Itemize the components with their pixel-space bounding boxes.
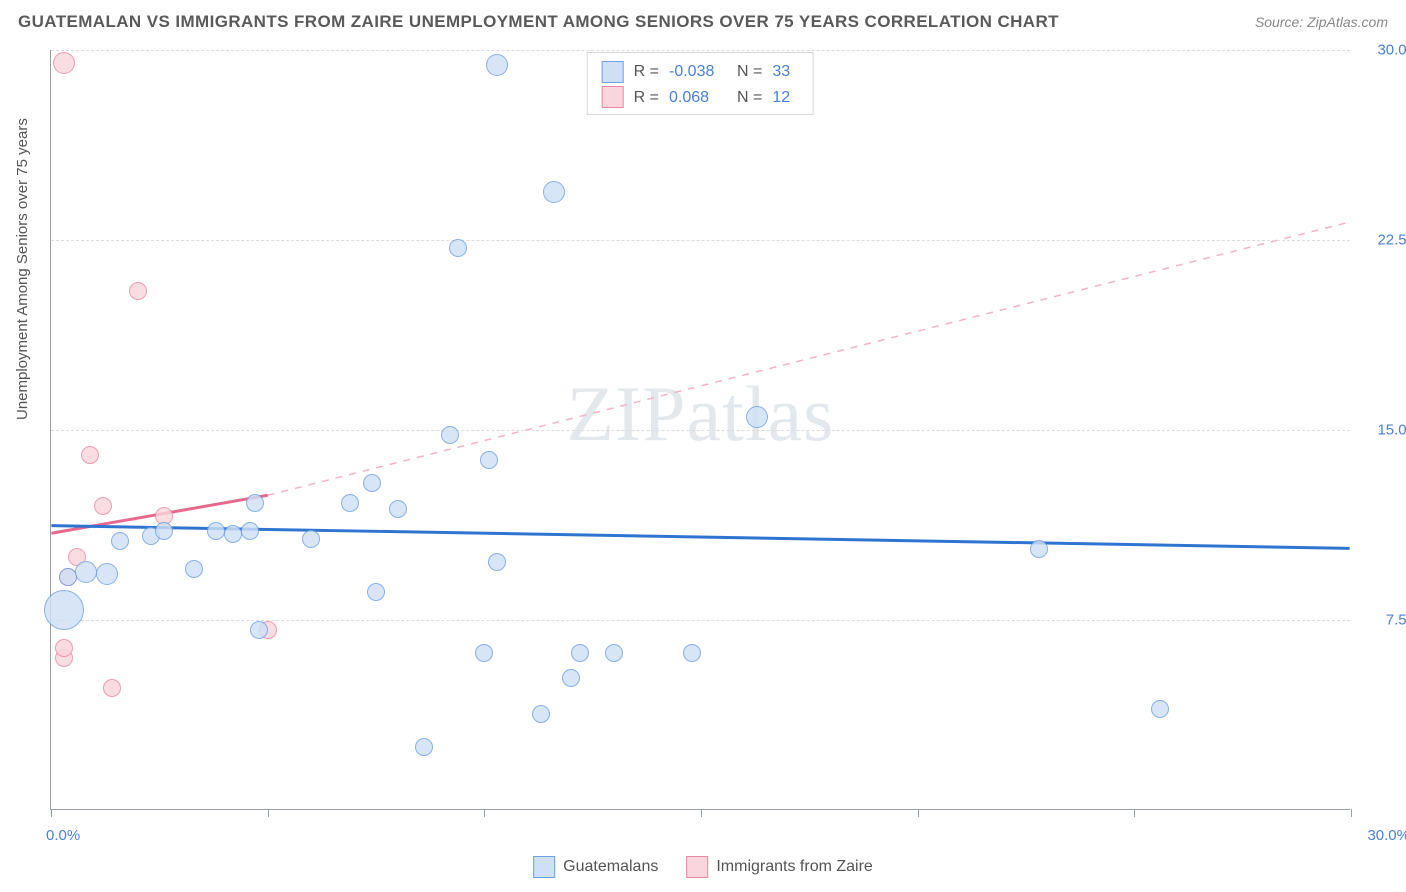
guatemalans-point	[250, 621, 268, 639]
x-tick	[918, 809, 919, 817]
n-label: N =	[737, 59, 762, 85]
r-label: R =	[634, 85, 659, 111]
legend-correlation-row: R = 0.068 N = 12	[602, 85, 799, 111]
guatemalans-point	[605, 644, 623, 662]
x-axis-min-label: 0.0%	[46, 827, 80, 844]
guatemalans-point	[241, 522, 259, 540]
guatemalans-point	[532, 705, 550, 723]
legend-swatch	[686, 856, 708, 878]
legend-swatch	[602, 61, 624, 83]
chart-source: Source: ZipAtlas.com	[1255, 14, 1388, 30]
gridline	[51, 620, 1350, 621]
guatemalans-point	[75, 561, 97, 583]
guatemalans-point	[746, 406, 768, 428]
zaire-point	[129, 282, 147, 300]
guatemalans-point	[363, 474, 381, 492]
guatemalans-point	[367, 583, 385, 601]
watermark: ZIPatlas	[567, 369, 835, 459]
n-value: 33	[772, 59, 798, 85]
guatemalans-point	[224, 525, 242, 543]
guatemalans-point	[44, 590, 84, 630]
n-value: 12	[772, 85, 798, 111]
guatemalans-point	[1151, 700, 1169, 718]
guatemalans-point	[246, 494, 264, 512]
y-tick-label: 22.5%	[1377, 232, 1406, 249]
guatemalans-point	[571, 644, 589, 662]
gridline	[51, 240, 1350, 241]
legend-swatch	[533, 856, 555, 878]
guatemalans-point	[475, 644, 493, 662]
guatemalans-point	[683, 644, 701, 662]
x-axis-max-label: 30.0%	[1367, 827, 1406, 844]
y-tick-label: 15.0%	[1377, 422, 1406, 439]
legend-series: Guatemalans Immigrants from Zaire	[533, 856, 873, 878]
guatemalans-point	[302, 530, 320, 548]
legend-series-label: Immigrants from Zaire	[716, 858, 872, 876]
y-tick-label: 7.5%	[1386, 612, 1406, 629]
guatemalans-point	[389, 500, 407, 518]
r-label: R =	[634, 59, 659, 85]
guatemalans-point	[1030, 540, 1048, 558]
zaire-point	[103, 679, 121, 697]
plot-region: ZIPatlas 7.5%15.0%22.5%30.0%	[50, 50, 1350, 810]
guatemalans-point	[341, 494, 359, 512]
n-label: N =	[737, 85, 762, 111]
legend-swatch	[602, 86, 624, 108]
guatemalans-point	[111, 532, 129, 550]
gridline	[51, 430, 1350, 431]
gridline	[51, 50, 1350, 51]
legend-series-item: Guatemalans	[533, 856, 658, 878]
guatemalans-point	[185, 560, 203, 578]
y-axis-label: Unemployment Among Seniors over 75 years	[14, 118, 31, 420]
x-tick	[701, 809, 702, 817]
x-tick	[484, 809, 485, 817]
legend-series-item: Immigrants from Zaire	[686, 856, 872, 878]
y-tick-label: 30.0%	[1377, 42, 1406, 59]
guatemalans-point	[562, 669, 580, 687]
chart-title: GUATEMALAN VS IMMIGRANTS FROM ZAIRE UNEM…	[18, 12, 1059, 32]
zaire-point	[55, 639, 73, 657]
legend-series-label: Guatemalans	[563, 858, 658, 876]
guatemalans-point	[543, 181, 565, 203]
legend-correlation: R = -0.038 N = 33 R = 0.068 N = 12	[587, 52, 814, 115]
chart-area: ZIPatlas 7.5%15.0%22.5%30.0% 0.0% 30.0% …	[50, 50, 1350, 810]
chart-header: GUATEMALAN VS IMMIGRANTS FROM ZAIRE UNEM…	[0, 0, 1406, 40]
x-tick	[1351, 809, 1352, 817]
guatemalans-point	[486, 54, 508, 76]
guatemalans-point	[488, 553, 506, 571]
x-tick	[268, 809, 269, 817]
zaire-point	[81, 446, 99, 464]
guatemalans-point	[441, 426, 459, 444]
guatemalans-point	[96, 563, 118, 585]
guatemalans-point	[415, 738, 433, 756]
guatemalans-point	[207, 522, 225, 540]
x-tick	[1134, 809, 1135, 817]
legend-correlation-row: R = -0.038 N = 33	[602, 59, 799, 85]
guatemalans-point	[449, 239, 467, 257]
zaire-point	[53, 52, 75, 74]
guatemalans-point	[480, 451, 498, 469]
r-value: 0.068	[669, 85, 727, 111]
x-tick	[51, 809, 52, 817]
r-value: -0.038	[669, 59, 727, 85]
zaire-point	[94, 497, 112, 515]
guatemalans-point	[155, 522, 173, 540]
